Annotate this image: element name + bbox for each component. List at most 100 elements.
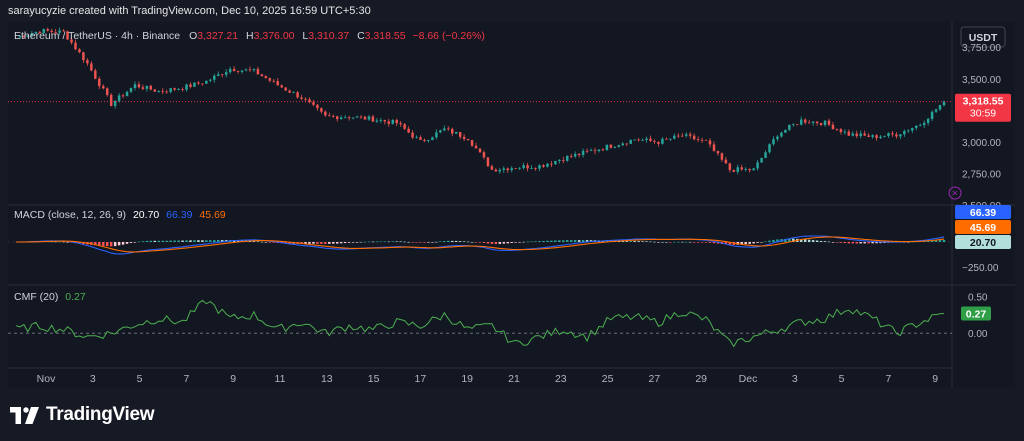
macd-signal-badge-value: 45.69 xyxy=(970,222,996,234)
currency-button[interactable] xyxy=(960,26,1006,48)
macd-hist-bar xyxy=(181,240,184,242)
candle-body xyxy=(712,144,716,151)
candle-body xyxy=(684,134,688,136)
macd-hist-bar xyxy=(803,239,807,242)
macd-hist-bar xyxy=(407,241,410,243)
candle-body xyxy=(30,33,34,36)
macd-hist-bar xyxy=(443,241,446,242)
macd-hist-bar xyxy=(546,240,549,242)
bar-countdown: 30:59 xyxy=(970,108,996,120)
candle-body xyxy=(526,165,529,169)
macd-hist-bar xyxy=(728,242,732,245)
macd-hist-bar xyxy=(649,241,652,243)
candle-body xyxy=(220,74,224,76)
candle-body xyxy=(339,117,343,120)
candle-body xyxy=(657,141,660,144)
macd-hist-bar xyxy=(677,241,680,243)
candle-body xyxy=(859,133,862,137)
candle-body xyxy=(692,135,696,140)
candle-body xyxy=(573,153,577,157)
macd-hist-bar xyxy=(605,240,609,242)
macd-hist-bar xyxy=(585,240,589,242)
candle-body xyxy=(696,139,700,140)
macd-hist-bar xyxy=(141,241,145,242)
macd-hist-bar xyxy=(847,242,851,244)
candle-body xyxy=(90,63,93,71)
macd-hist-bar xyxy=(149,240,153,242)
candle-body xyxy=(835,129,839,130)
price-axis-tick: 3,500.00 xyxy=(962,75,1001,86)
macd-hist-bar xyxy=(478,242,482,243)
macd-hist-bar xyxy=(859,242,862,244)
chart-area[interactable]: Ethereum / TetherUS · 4h · Binance O3,32… xyxy=(8,22,1015,388)
candle-body xyxy=(530,167,533,169)
chart-svg[interactable]: Ethereum / TetherUS · 4h · Binance O3,32… xyxy=(8,22,1015,388)
macd-hist-bar xyxy=(815,240,819,242)
time-axis-tick: 7 xyxy=(183,373,189,385)
macd-hist-bar xyxy=(300,242,303,244)
candle-body xyxy=(232,68,236,72)
price-axis-tick: 3,000.00 xyxy=(962,138,1001,149)
candle-body xyxy=(129,88,133,92)
tradingview-logo[interactable]: TradingView xyxy=(10,404,155,426)
macd-hist-bar xyxy=(562,240,565,242)
candle-body xyxy=(700,139,704,141)
macd-hist-bar xyxy=(657,242,660,243)
time-axis-tick: 7 xyxy=(885,373,891,385)
candle-body xyxy=(506,168,509,171)
candle-body xyxy=(811,121,815,123)
macd-hist-bar xyxy=(431,242,434,243)
macd-hist-bar xyxy=(907,242,910,243)
alert-clock-icon[interactable] xyxy=(948,186,962,200)
candle-body xyxy=(268,78,272,81)
candle-body xyxy=(569,155,573,157)
time-axis-tick: 21 xyxy=(508,373,520,385)
candle-body xyxy=(911,128,914,131)
macd-hist-bar xyxy=(343,242,347,243)
candle-body xyxy=(252,68,256,71)
macd-hist-bar xyxy=(851,242,855,244)
macd-signal-badge xyxy=(955,220,1011,234)
candle-body xyxy=(502,168,506,170)
time-axis-tick: 9 xyxy=(932,373,938,385)
macd-hist-bar xyxy=(252,241,256,242)
macd-signal-value: 45.69 xyxy=(199,209,225,221)
candle-body xyxy=(748,168,751,171)
candle-body xyxy=(665,138,668,140)
candle-body xyxy=(371,116,375,122)
macd-hist-bar xyxy=(423,242,426,243)
macd-hist-bar xyxy=(641,241,644,242)
candle-body xyxy=(780,132,783,137)
candle-body xyxy=(38,31,42,33)
candle-body xyxy=(121,95,125,97)
candle-body xyxy=(633,139,636,141)
macd-hist-bar xyxy=(157,240,160,242)
candle-body xyxy=(922,122,926,126)
macd-hist-bar xyxy=(177,240,180,242)
low-label: L xyxy=(302,30,308,42)
macd-hist-bar xyxy=(712,242,716,244)
macd-hist-bar xyxy=(113,242,117,247)
macd-hist-bar xyxy=(581,240,585,242)
macd-hist-badge-value: 20.70 xyxy=(970,237,996,249)
candle-body xyxy=(887,133,890,137)
macd-hist-bar xyxy=(839,242,843,243)
macd-hist-bar xyxy=(339,242,343,244)
candle-body xyxy=(94,70,97,79)
candle-body xyxy=(736,167,740,172)
macd-hist-bar xyxy=(201,240,204,242)
brand-name: TradingView xyxy=(46,404,155,425)
macd-hist-bar xyxy=(165,240,168,242)
macd-hist-bar xyxy=(125,242,129,244)
macd-hist-bar xyxy=(403,241,406,243)
macd-hist-bar xyxy=(102,242,105,246)
macd-hist-bar xyxy=(454,240,458,242)
candle-body xyxy=(772,139,775,145)
candle-body xyxy=(827,120,831,125)
candle-body xyxy=(102,86,105,89)
macd-hist-value: 20.70 xyxy=(133,209,159,221)
macd-hist-bar xyxy=(173,240,176,242)
candle-body xyxy=(201,83,204,85)
macd-hist-bar xyxy=(50,241,53,243)
candle-body xyxy=(312,102,315,105)
